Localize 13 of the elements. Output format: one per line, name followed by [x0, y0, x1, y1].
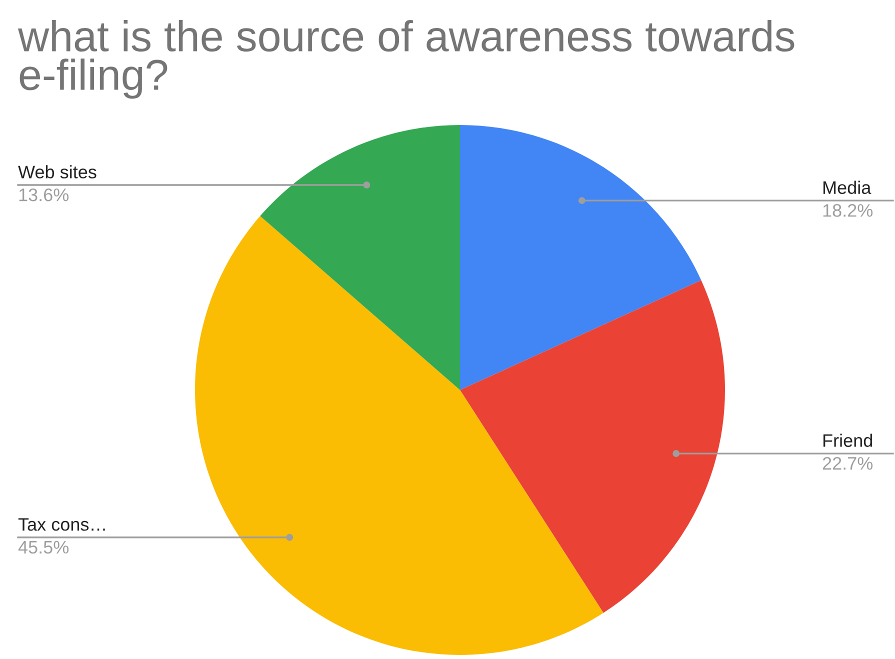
data-label: 22.7%: [822, 457, 873, 470]
slice-label: Tax cons…: [18, 518, 105, 531]
chart-title: what is the source of awareness towards e-filing?: [18, 20, 794, 99]
data-label: 13.6%: [19, 188, 69, 202]
pie-slice: [460, 125, 702, 390]
pie-slice: [195, 216, 604, 655]
slice-label: Web sites: [18, 165, 96, 178]
slice-label: Friend: [823, 434, 872, 447]
pie-slice: [260, 125, 460, 390]
pie-slice: [460, 280, 725, 613]
data-label: 18.2%: [823, 204, 873, 217]
slice-label: Media: [823, 180, 872, 194]
data-label: 45.5%: [18, 540, 69, 554]
